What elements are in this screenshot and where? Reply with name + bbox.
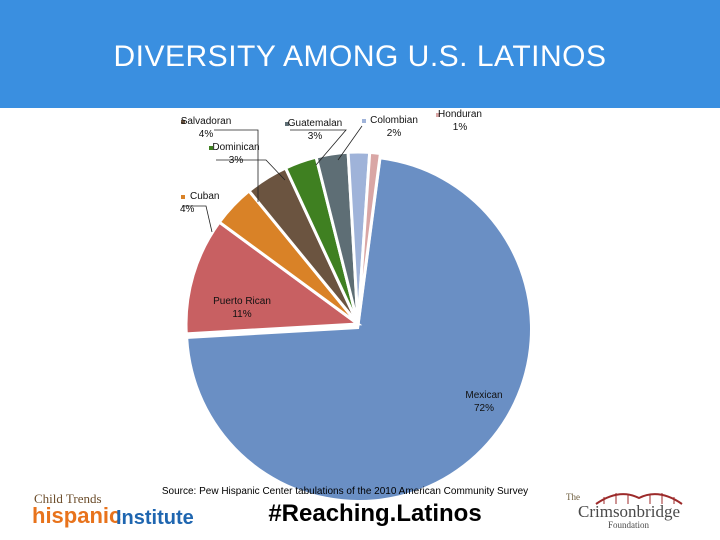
crimsonbridge-foundation-logo: The Crimsonbridge Foundation: [566, 488, 696, 536]
slice-label-salvadoran: Salvadoran: [181, 116, 232, 127]
leader-line-cuban: [182, 205, 213, 233]
legend-key-dominican: [209, 146, 213, 150]
logo-left-line2: hispanic: [32, 503, 122, 528]
logo-right-line1: The: [566, 492, 580, 502]
slice-value-puerto-rican: 11%: [232, 309, 251, 320]
pie-slice-mexican: [188, 159, 530, 500]
hashtag: #Reaching.Latinos: [268, 500, 482, 527]
child-trends-hispanic-institute-logo: Child Trends hispanic Institute: [30, 490, 200, 534]
title-banner: [0, 0, 720, 108]
leader-line-guatemalan: [290, 129, 347, 166]
legend-key-colombian: [362, 119, 366, 123]
pie-slice-honduran: [356, 150, 383, 325]
logo-right-line3: Foundation: [608, 520, 650, 530]
logo-left-line3: Institute: [116, 507, 194, 529]
slice-label-mexican: Mexican: [465, 390, 502, 401]
data-labels: Mexican 72% Puerto Rican 11% Cuban 4% Salvador…: [180, 109, 503, 414]
page-title: DIVERSITY AMONG U.S. LATINOS: [113, 40, 607, 73]
slice-value-guatemalan: 3%: [308, 131, 323, 142]
slice-value-colombian: 2%: [387, 128, 402, 139]
legend-key-guatemalan: [285, 122, 289, 126]
legend-key-honduran: [436, 113, 440, 117]
slice-value-honduran: 1%: [453, 122, 468, 133]
leader-line-salvadoran: [214, 129, 259, 202]
source-note: Source: Pew Hispanic Center tabulations …: [161, 486, 529, 497]
logo-left-line1: Child Trends: [34, 491, 102, 506]
legend-key-salvadoran: [181, 120, 185, 124]
pie-slice-puerto-rican: [184, 220, 363, 336]
leader-lines: [182, 125, 363, 233]
slice-value-mexican: 72%: [474, 403, 494, 414]
legend-key-cuban: [181, 195, 185, 199]
slice-value-salvadoran: 4%: [199, 129, 214, 140]
slice-label-puerto-rican: Puerto Rican: [213, 296, 271, 307]
logo-right-line2: Crimsonbridge: [578, 502, 680, 521]
slice-label-colombian: Colombian: [370, 115, 418, 126]
slice-label-honduran: Honduran: [438, 109, 482, 120]
slice-label-dominican: Dominican: [212, 142, 259, 153]
slice-label-guatemalan: Guatemalan: [288, 118, 342, 129]
slice-value-dominican: 3%: [229, 155, 244, 166]
bridge-icon: [595, 493, 683, 505]
pie-slices: [184, 150, 530, 500]
leader-line-colombian: [337, 125, 363, 161]
slice-label-cuban: Cuban: [190, 191, 219, 202]
slice-value-cuban: 4%: [180, 204, 195, 215]
leader-line-dominican: [216, 159, 286, 181]
